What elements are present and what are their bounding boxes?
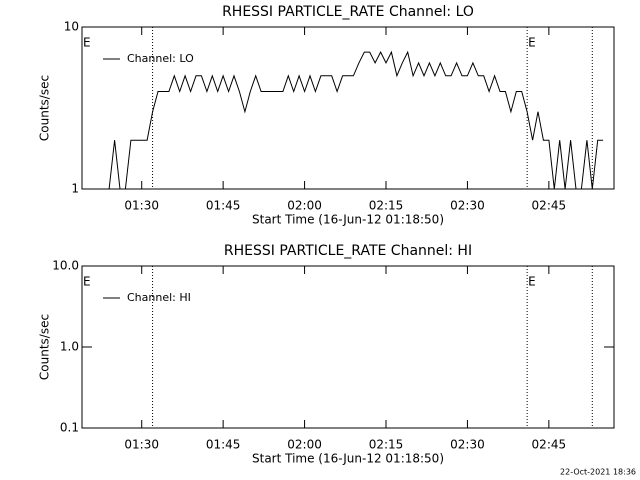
legend-label: Channel: LO <box>127 52 194 65</box>
y-tick-label: 10.0 <box>52 259 79 273</box>
x-tick-label: 02:45 <box>532 199 567 213</box>
x-axis-label: Start Time (16-Jun-12 01:18:50) <box>252 213 444 227</box>
y-tick-label: 1 <box>71 182 79 196</box>
x-tick-label: 01:45 <box>206 199 241 213</box>
x-tick-label: 02:30 <box>450 199 485 213</box>
y-tick-label: 10 <box>64 20 79 34</box>
data-line <box>108 50 604 190</box>
x-tick-label: 01:30 <box>124 438 159 452</box>
x-tick-label: 02:00 <box>287 438 322 452</box>
footer: 22-Oct-2021 18:36 <box>560 468 636 477</box>
x-tick-label: 01:30 <box>124 199 159 213</box>
y-axis-label: Counts/sec <box>38 314 52 380</box>
x-tick-label: 02:15 <box>369 438 404 452</box>
annotation: E <box>528 36 536 50</box>
x-tick-label: 02:00 <box>287 199 322 213</box>
chart-title: RHESSI PARTICLE_RATE Channel: HI <box>224 243 472 259</box>
y-tick-label: 0.1 <box>60 421 79 435</box>
plot-frame <box>81 26 615 190</box>
annotation: E <box>83 275 91 289</box>
chart-title: RHESSI PARTICLE_RATE Channel: LO <box>222 4 474 20</box>
annotation: E <box>528 275 536 289</box>
legend-label: Channel: HI <box>127 291 191 304</box>
x-tick-label: 02:30 <box>450 438 485 452</box>
x-tick-label: 01:45 <box>206 438 241 452</box>
y-axis-label: Counts/sec <box>38 75 52 141</box>
y-tick-label: 1.0 <box>60 340 79 354</box>
x-axis-label: Start Time (16-Jun-12 01:18:50) <box>252 452 444 466</box>
x-tick-label: 02:15 <box>369 199 404 213</box>
x-tick-label: 02:45 <box>532 438 567 452</box>
annotation: E <box>83 36 91 50</box>
